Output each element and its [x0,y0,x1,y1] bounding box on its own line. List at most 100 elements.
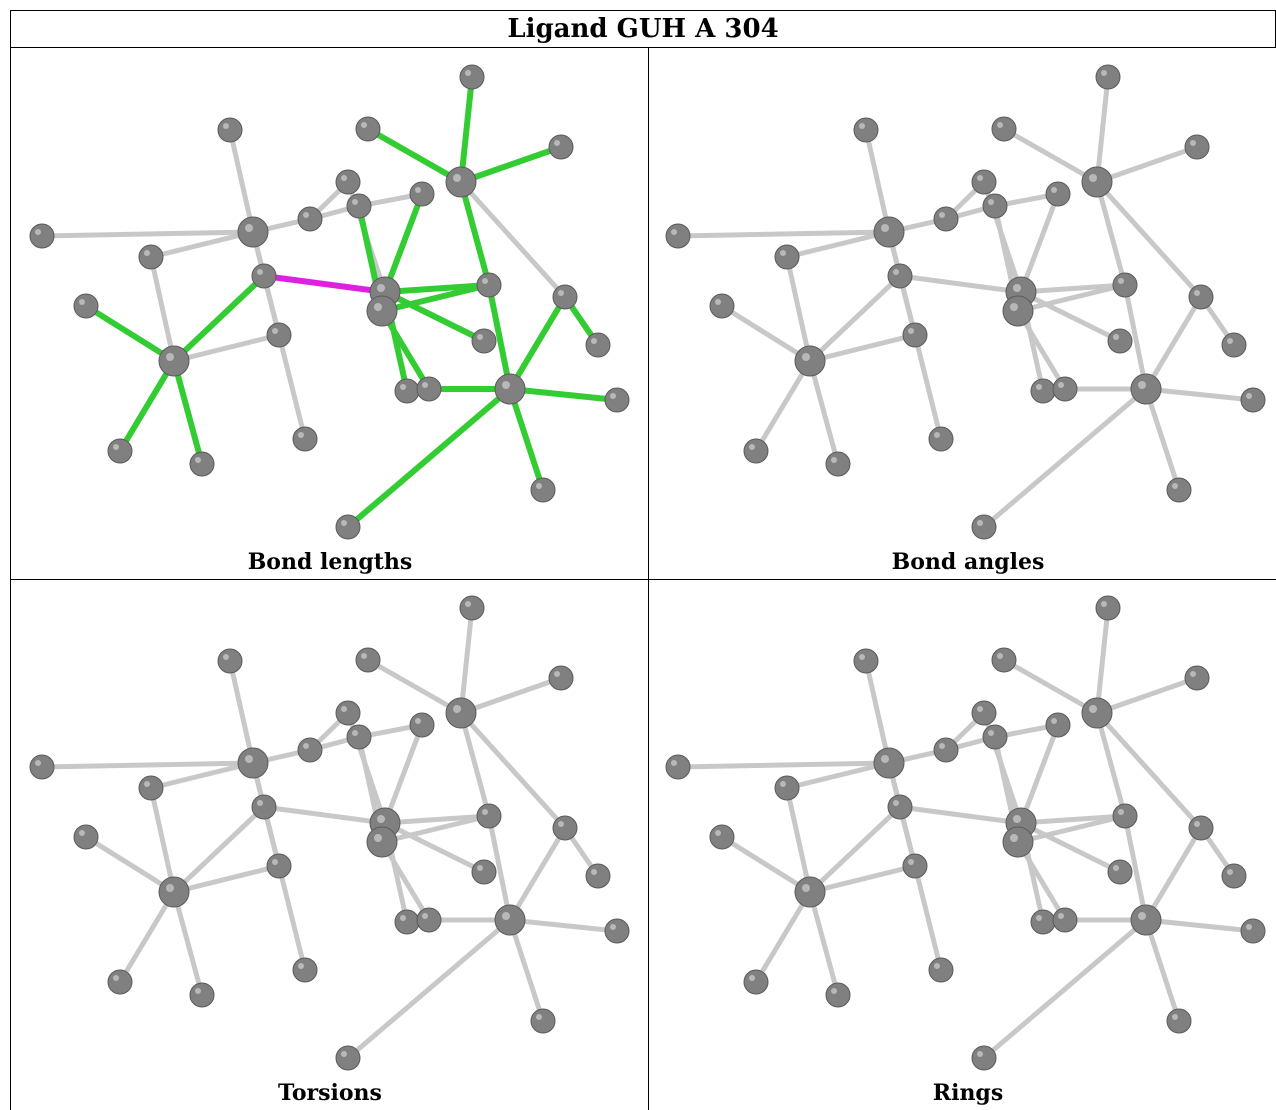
bond [261,273,388,295]
atom [409,181,435,207]
molecule-structure [29,595,630,1071]
atom-highlight [465,601,471,607]
atom [794,345,826,377]
atom [873,747,905,779]
atom-highlight [1013,284,1021,292]
atom [709,293,735,319]
bond [276,332,308,442]
atom [1030,378,1056,404]
atom [1221,863,1247,889]
bond [1094,605,1111,716]
atom-highlight [377,815,385,823]
atom [743,438,769,464]
atom-highlight [415,718,421,724]
atom-highlight [939,743,945,749]
atom [494,904,526,936]
molecule-structure [665,595,1266,1071]
molecule-structure [665,64,1266,540]
bond [379,813,492,845]
atom [335,700,361,726]
atom-highlight [303,212,309,218]
atom-highlight [341,520,347,526]
atom [29,754,55,780]
bond [507,825,568,923]
atom [73,824,99,850]
bond [1001,657,1100,716]
bond [148,760,256,791]
atom-highlight [144,250,150,256]
atom [335,514,361,540]
atom-highlight [1051,187,1057,193]
atom [1184,665,1210,691]
atom [774,244,800,270]
atom-highlight [298,963,304,969]
atom [189,451,215,477]
atom [394,378,420,404]
atom [251,794,277,820]
atom [1030,909,1056,935]
atom [1045,181,1071,207]
bond [458,179,492,288]
atom-highlight [536,483,542,489]
bond [719,834,813,895]
atom-highlight [610,924,616,930]
atom-highlight [1138,912,1146,920]
atom [1130,904,1162,936]
panel-bond-lengths: Bond lengths [12,49,648,579]
atom [853,117,879,143]
bond [807,804,903,895]
molecule-bond-angles [665,64,1266,540]
bond [897,273,1024,295]
figure-title: Ligand GUH A 304 [10,10,1276,48]
bond [807,332,918,364]
atom-highlight [610,393,616,399]
bond [345,917,513,1061]
atom-highlight [977,1051,983,1057]
atom-highlight [482,278,488,284]
atom-highlight [554,140,560,146]
atom-highlight [1138,381,1146,389]
bond [981,917,1149,1061]
atom-highlight [453,705,461,713]
atom-highlight [245,755,253,763]
atom [409,712,435,738]
atom-highlight [341,706,347,712]
atom-highlight [1227,869,1233,875]
atom [991,647,1017,673]
atom [138,244,164,270]
atom-highlight [780,781,786,787]
atom-highlight [341,175,347,181]
bond [1143,917,1256,934]
atom [1166,477,1192,503]
bond [1122,813,1149,923]
atom [1052,376,1078,402]
atom-highlight [977,706,983,712]
atom-highlight [1010,303,1018,311]
atom [355,116,381,142]
atom-highlight [536,1014,542,1020]
bond [807,273,903,364]
bond [117,889,177,985]
atom [237,216,269,248]
atom [1166,1008,1192,1034]
atom [1112,803,1138,829]
bond [1018,820,1123,875]
atom-highlight [1172,1014,1178,1020]
atom [665,754,691,780]
bond [486,813,513,923]
atom [158,876,190,908]
atom [335,1045,361,1071]
atom [1188,815,1214,841]
bond [458,710,492,819]
panel-caption: Bond angles [891,549,1045,575]
atom-highlight [272,859,278,865]
atom-highlight [554,671,560,677]
atom-highlight [977,520,983,526]
atom [1095,595,1121,621]
atom-highlight [1194,290,1200,296]
bond [171,889,205,998]
atom [743,969,769,995]
bond [1143,386,1256,403]
ligand-figure: Ligand GUH A 304 Bond lengths Bond angle… [10,10,1276,1110]
atom [982,193,1008,219]
